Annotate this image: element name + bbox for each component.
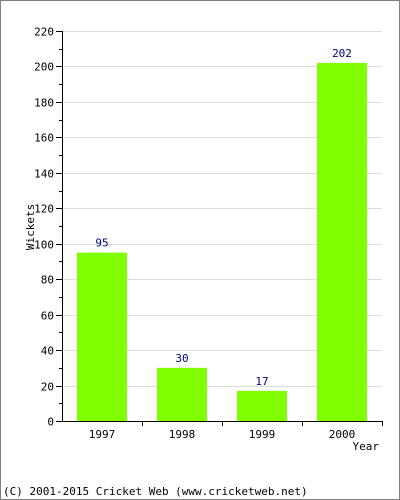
data-labels: 95 30 17 202 [95,47,352,388]
y-tick-label: 160 [34,132,54,145]
y-tick-label: 20 [41,381,54,394]
y-tick-label: 0 [47,416,54,429]
bar-1997 [77,252,127,421]
data-label: 202 [332,47,352,60]
x-tick-label: 2000 [329,428,356,441]
x-tick-label: 1997 [89,428,116,441]
bars [77,62,367,422]
y-tick-label: 40 [41,345,54,358]
bar-1998 [157,367,207,421]
copyright-footer: (C) 2001-2015 Cricket Web (www.cricketwe… [3,485,308,498]
data-label: 30 [175,352,188,365]
y-tick-label: 140 [34,168,54,181]
y-tick-label: 120 [34,203,54,216]
bar-2000 [317,62,367,422]
y-axis-label: Wickets [24,204,37,250]
x-tick-label: 1999 [249,428,276,441]
data-label: 95 [95,237,108,250]
y-tick-label: 200 [34,61,54,74]
y-tick-label: 180 [34,97,54,110]
y-tick-label: 80 [41,274,54,287]
bar-1999 [237,390,287,421]
y-tick-label: 100 [34,239,54,252]
x-axis-label: Year [353,440,380,453]
x-tick-label: 1998 [169,428,196,441]
y-tick-label: 60 [41,310,54,323]
data-label: 17 [255,375,268,388]
tick-labels: 0 20 40 60 80 100 120 140 160 180 200 220 1997 1998 19… [34,26,383,441]
y-tick-label: 220 [34,26,54,39]
